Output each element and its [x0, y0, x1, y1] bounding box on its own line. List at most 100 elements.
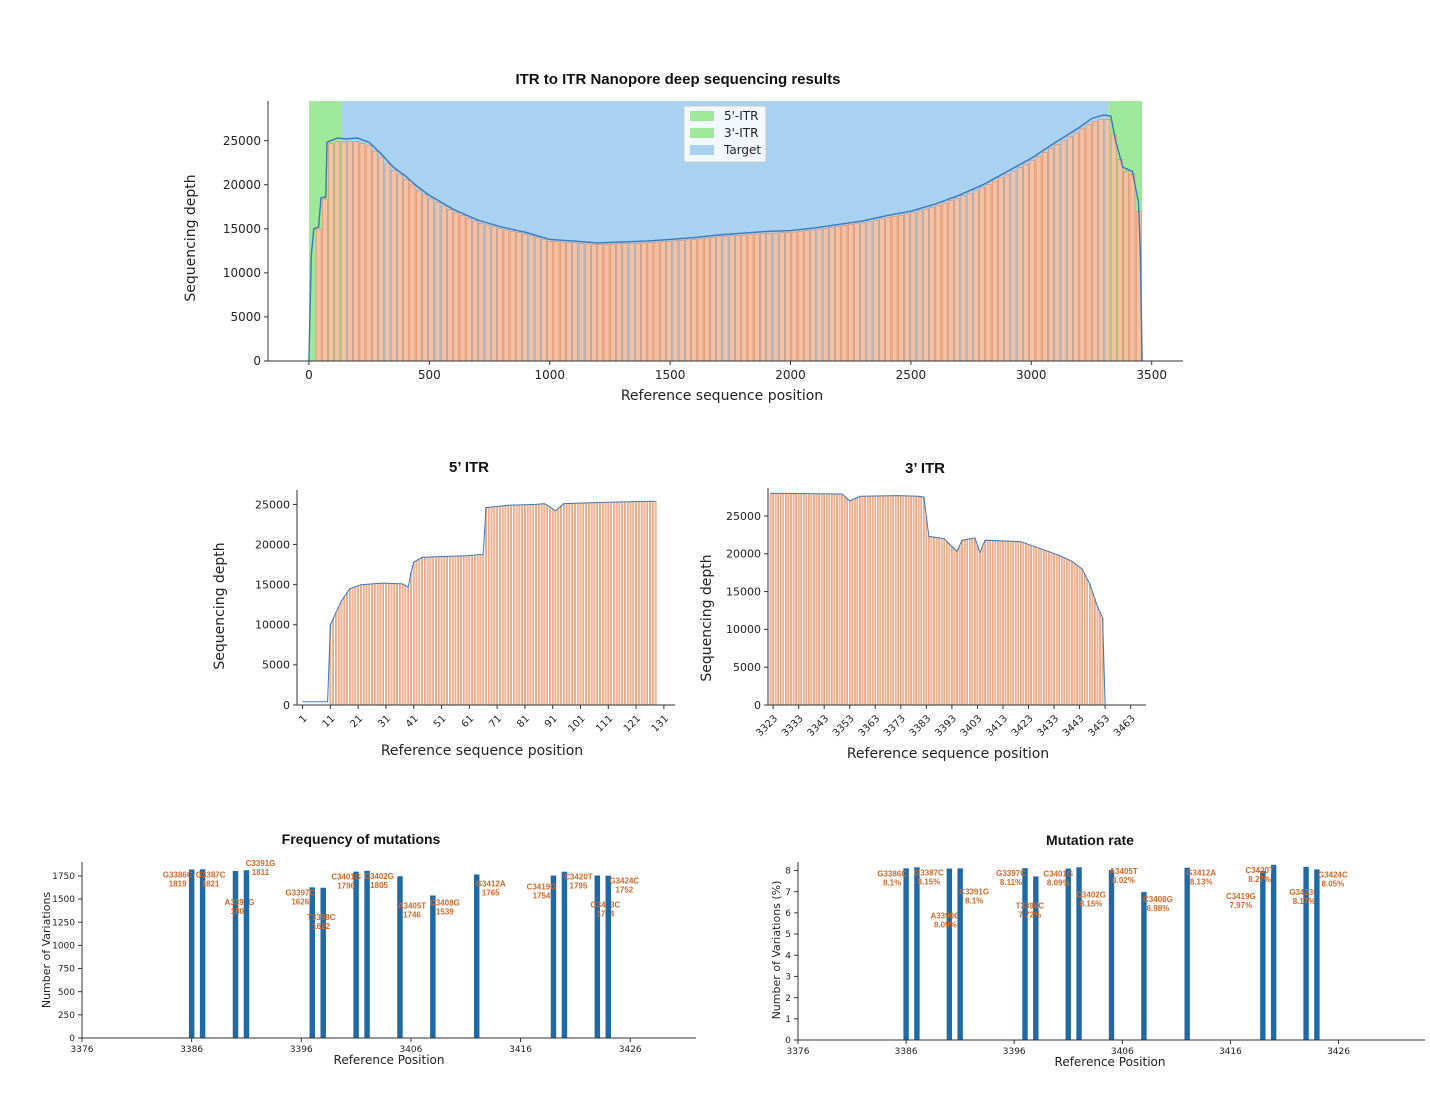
x-tick-label-itr3: 3373	[882, 713, 908, 739]
depth-bar	[462, 555, 465, 706]
x-tick-label-overview: 500	[418, 368, 441, 382]
depth-bar	[628, 243, 635, 362]
depth-bar	[1085, 124, 1092, 362]
depth-bar	[792, 493, 795, 706]
x-tick-label-rate: 3376	[787, 1047, 810, 1057]
depth-bar	[905, 495, 907, 706]
depth-bar	[390, 170, 397, 362]
depth-bar	[907, 495, 910, 706]
depth-bar	[860, 222, 866, 362]
depth-bar	[1063, 557, 1066, 706]
depth-bar	[1067, 136, 1073, 362]
depth-bar	[871, 495, 874, 706]
y-tick-label-overview: 15000	[223, 222, 261, 236]
depth-bar	[861, 496, 864, 706]
mutation-value: 1819	[169, 880, 187, 889]
depth-bar	[622, 243, 629, 362]
depth-bar	[453, 212, 460, 362]
mutation-value: 8.02%	[1112, 876, 1135, 885]
depth-bar	[902, 495, 905, 706]
depth-bar	[797, 231, 804, 362]
mutation-label: T3398C	[1016, 901, 1045, 910]
legend-overview: 5'-ITR 3'-ITR Target	[683, 105, 767, 163]
depth-bar	[566, 242, 572, 362]
depth-bar	[998, 177, 1004, 362]
depth-bar	[535, 504, 537, 706]
depth-bar	[649, 501, 651, 706]
depth-bar	[546, 505, 548, 706]
depth-bar	[593, 502, 596, 706]
depth-bar	[923, 208, 929, 362]
x-tick-label-itr3: 3323	[754, 713, 780, 739]
depth-bar	[537, 503, 540, 706]
mutation-label: G3424C	[1318, 870, 1348, 879]
mutation-value: 1803	[231, 907, 249, 916]
depth-bar	[424, 557, 426, 706]
depth-bar	[1092, 121, 1098, 362]
chart-title-frequency: Frequency of mutations	[282, 831, 441, 847]
depth-bar	[1053, 553, 1055, 706]
depth-bar	[378, 156, 384, 362]
depth-bar	[347, 141, 353, 362]
depth-bar	[541, 239, 547, 362]
depth-bar	[421, 557, 423, 706]
depth-bar	[412, 562, 415, 706]
depth-bar	[557, 508, 560, 706]
depth-bar	[1045, 550, 1048, 706]
depth-bar	[585, 243, 591, 362]
depth-bar	[986, 540, 989, 706]
x-tick-label-itr3: 3403	[959, 713, 985, 739]
x-tick-label-overview: 2000	[775, 368, 806, 382]
depth-bar	[446, 556, 448, 706]
depth-bar	[769, 493, 772, 706]
depth-bar	[1017, 541, 1020, 706]
y-axis-label-rate: Number of Variations (%)	[770, 881, 783, 1020]
depth-bar	[385, 582, 387, 706]
depth-bar	[898, 214, 904, 362]
depth-bar	[885, 217, 892, 362]
depth-bar	[1042, 152, 1048, 362]
x-tick-label-itr3: 3423	[1010, 713, 1036, 739]
depth-bar	[785, 493, 787, 706]
depth-bar	[401, 583, 404, 706]
mutation-value: 1626	[291, 897, 309, 906]
depth-bar	[859, 496, 861, 706]
x-tick-label-itr5: 21	[348, 713, 365, 730]
depth-bar	[804, 230, 810, 362]
x-tick-label-itr5: 91	[543, 713, 560, 730]
depth-bar	[841, 225, 848, 362]
depth-bar	[956, 551, 958, 706]
mutation-value: 1539	[436, 907, 454, 916]
depth-bar	[790, 493, 792, 706]
mutation-bar	[1303, 866, 1309, 1040]
depth-bar	[1035, 156, 1042, 362]
y-tick-label-rate: 6	[785, 909, 791, 919]
depth-bar	[960, 195, 967, 362]
x-tick-label-rate: 3386	[895, 1047, 918, 1057]
mutation-value: 8.15%	[1080, 899, 1103, 908]
depth-bar	[910, 495, 912, 706]
depth-bar	[979, 552, 981, 706]
depth-bar	[635, 501, 637, 706]
x-tick-label-frequency: 3376	[71, 1045, 94, 1055]
depth-bar	[365, 145, 372, 362]
y-tick-label-rate: 3	[785, 973, 791, 983]
depth-bar	[410, 572, 412, 706]
mutation-label: G3412A	[476, 880, 506, 889]
depth-bar	[429, 556, 432, 706]
depth-bar	[991, 540, 994, 706]
depth-bar	[672, 240, 679, 362]
legend-swatch	[690, 128, 714, 138]
chart-title-rate: Mutation rate	[1046, 832, 1134, 848]
chart-mutation-rate: Mutation rate Reference Position Number …	[770, 832, 1425, 1069]
depth-bar	[638, 501, 640, 706]
depth-bar	[409, 184, 416, 362]
x-tick-label-itr3: 3443	[1061, 713, 1087, 739]
depth-bar	[435, 556, 437, 706]
x-tick-label-itr5: 41	[404, 713, 421, 730]
depth-bar	[572, 242, 578, 362]
x-tick-label-rate: 3396	[1003, 1047, 1026, 1057]
depth-bar	[910, 212, 917, 362]
depth-bar	[1050, 552, 1053, 706]
depth-bar	[460, 555, 462, 706]
